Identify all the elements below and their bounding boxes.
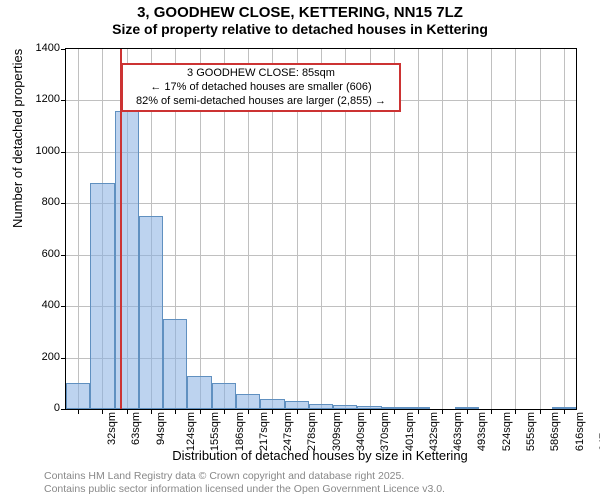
y-tick-mark <box>61 255 66 256</box>
x-tick-mark <box>127 409 128 414</box>
footer-line-2: Contains public sector information licen… <box>44 483 445 496</box>
y-tick-label: 200 <box>20 351 60 363</box>
x-tick-mark <box>151 409 152 414</box>
footer-line-1: Contains HM Land Registry data © Crown c… <box>44 470 445 483</box>
chart-plot-area: 3 GOODHEW CLOSE: 85sqm← 17% of detached … <box>65 48 577 410</box>
y-tick-mark <box>61 100 66 101</box>
y-tick-label: 1400 <box>20 42 60 54</box>
histogram-bar <box>236 394 260 409</box>
gridline-v <box>442 49 443 409</box>
x-tick-label: 432sqm <box>428 412 440 451</box>
x-tick-label: 555sqm <box>525 412 537 451</box>
x-axis-label: Distribution of detached houses by size … <box>65 448 575 463</box>
x-tick-label: 186sqm <box>234 412 246 451</box>
y-tick-mark <box>61 203 66 204</box>
x-tick-label: 94sqm <box>155 412 167 445</box>
chart-subtitle: Size of property relative to detached ho… <box>0 21 600 37</box>
y-tick-label: 0 <box>20 402 60 414</box>
histogram-bar <box>333 405 357 409</box>
title-block: 3, GOODHEW CLOSE, KETTERING, NN15 7LZ Si… <box>0 0 600 37</box>
histogram-bar <box>212 383 236 409</box>
x-tick-mark <box>224 409 225 414</box>
x-tick-mark <box>200 409 201 414</box>
histogram-bar <box>187 376 211 409</box>
gridline-v <box>78 49 79 409</box>
gridline-v <box>491 49 492 409</box>
histogram-bar <box>90 183 114 409</box>
x-tick-mark <box>491 409 492 414</box>
x-tick-mark <box>272 409 273 414</box>
x-tick-mark <box>564 409 565 414</box>
x-tick-mark <box>418 409 419 414</box>
x-tick-mark <box>297 409 298 414</box>
x-tick-label: 278sqm <box>307 412 319 451</box>
info-line-2: ← 17% of detached houses are smaller (60… <box>127 81 395 95</box>
info-line-3: 82% of semi-detached houses are larger (… <box>127 95 395 109</box>
gridline-v <box>418 49 419 409</box>
y-tick-mark <box>61 49 66 50</box>
y-tick-label: 1000 <box>20 145 60 157</box>
gridline-v <box>540 49 541 409</box>
x-tick-label: 309sqm <box>331 412 343 451</box>
x-tick-label: 463sqm <box>452 412 464 451</box>
gridline-v <box>515 49 516 409</box>
x-tick-mark <box>370 409 371 414</box>
histogram-bar <box>66 383 90 409</box>
x-tick-mark <box>467 409 468 414</box>
x-tick-mark <box>248 409 249 414</box>
x-tick-label: 63sqm <box>130 412 142 445</box>
x-tick-label: 124sqm <box>185 412 197 451</box>
x-tick-mark <box>321 409 322 414</box>
y-tick-label: 400 <box>20 299 60 311</box>
histogram-bar <box>552 407 576 409</box>
x-tick-label: 401sqm <box>404 412 416 451</box>
histogram-bar <box>406 407 430 409</box>
y-tick-mark <box>61 152 66 153</box>
histogram-bar <box>285 401 309 409</box>
y-tick-mark <box>61 306 66 307</box>
info-line-1: 3 GOODHEW CLOSE: 85sqm <box>127 67 395 81</box>
x-tick-label: 32sqm <box>106 412 118 445</box>
x-tick-mark <box>78 409 79 414</box>
y-tick-mark <box>61 358 66 359</box>
property-info-box: 3 GOODHEW CLOSE: 85sqm← 17% of detached … <box>121 63 401 112</box>
chart-title: 3, GOODHEW CLOSE, KETTERING, NN15 7LZ <box>0 4 600 21</box>
x-tick-mark <box>102 409 103 414</box>
histogram-bar <box>139 216 163 409</box>
footer-attribution: Contains HM Land Registry data © Crown c… <box>44 470 445 496</box>
x-tick-mark <box>394 409 395 414</box>
y-tick-label: 800 <box>20 196 60 208</box>
y-tick-label: 600 <box>20 248 60 260</box>
x-tick-mark <box>540 409 541 414</box>
gridline-v <box>467 49 468 409</box>
histogram-bar <box>455 407 479 409</box>
x-tick-label: 247sqm <box>282 412 294 451</box>
x-tick-label: 586sqm <box>549 412 561 451</box>
gridline-v <box>564 49 565 409</box>
x-tick-mark <box>175 409 176 414</box>
y-tick-mark <box>61 409 66 410</box>
histogram-bar <box>382 407 406 409</box>
x-tick-label: 217sqm <box>258 412 270 451</box>
x-tick-label: 370sqm <box>379 412 391 451</box>
histogram-bar <box>115 111 139 409</box>
y-tick-label: 1200 <box>20 93 60 105</box>
x-tick-mark <box>345 409 346 414</box>
x-tick-mark <box>515 409 516 414</box>
x-tick-label: 493sqm <box>477 412 489 451</box>
histogram-bar <box>260 399 284 409</box>
histogram-bar <box>163 319 187 409</box>
histogram-bar <box>357 406 381 409</box>
histogram-bar <box>309 404 333 409</box>
x-tick-label: 340sqm <box>355 412 367 451</box>
x-tick-label: 155sqm <box>209 412 221 451</box>
x-tick-label: 616sqm <box>574 412 586 451</box>
x-tick-label: 524sqm <box>501 412 513 451</box>
x-tick-mark <box>442 409 443 414</box>
